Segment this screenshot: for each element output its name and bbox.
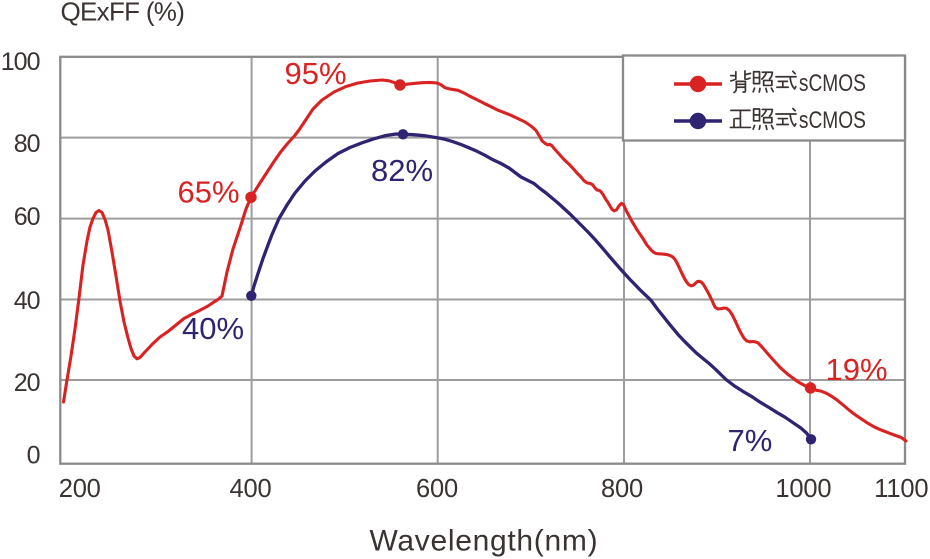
svg-text:200: 200 [59, 475, 101, 503]
svg-text:19%: 19% [826, 352, 888, 387]
svg-text:QExFF (%): QExFF (%) [61, 0, 185, 27]
svg-text:7%: 7% [728, 423, 773, 458]
svg-text:80: 80 [14, 130, 40, 158]
svg-text:1000: 1000 [775, 475, 831, 503]
svg-text:100: 100 [1, 48, 40, 76]
svg-text:60: 60 [14, 203, 40, 231]
svg-text:600: 600 [416, 475, 458, 503]
svg-text:40%: 40% [182, 311, 244, 346]
svg-text:82%: 82% [371, 153, 433, 188]
svg-text:40: 40 [14, 287, 40, 315]
svg-text:Wavelength(nm): Wavelength(nm) [370, 525, 599, 558]
svg-text:sCMOS: sCMOS [799, 107, 866, 134]
svg-text:sCMOS: sCMOS [799, 70, 866, 97]
svg-text:65%: 65% [178, 175, 240, 210]
svg-text:20: 20 [14, 369, 40, 397]
svg-text:400: 400 [230, 475, 272, 503]
svg-text:95%: 95% [285, 56, 347, 91]
svg-text:1100: 1100 [874, 475, 928, 503]
svg-text:0: 0 [27, 441, 40, 469]
svg-text:800: 800 [601, 475, 643, 503]
